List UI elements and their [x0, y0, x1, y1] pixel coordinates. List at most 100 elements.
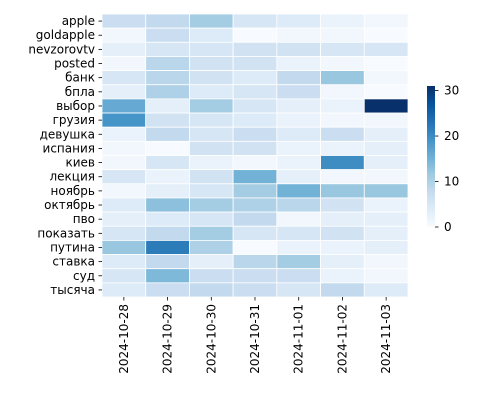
y-tick-label: показать	[37, 226, 95, 240]
heatmap-cell	[145, 183, 190, 199]
heatmap-cell	[363, 70, 409, 86]
heatmap-cell	[320, 98, 365, 114]
heatmap-cell	[145, 112, 190, 128]
heatmap-cell	[276, 239, 321, 255]
heatmap-cell	[189, 268, 234, 284]
heatmap-cell	[320, 282, 365, 298]
heatmap-cell	[101, 98, 147, 114]
heatmap-cell	[101, 27, 147, 43]
heatmap-cell	[363, 84, 409, 100]
heatmap-cell	[320, 254, 365, 270]
heatmap-cell	[145, 197, 190, 213]
heatmap-cell	[320, 169, 365, 185]
x-tick-label: 2024-11-02	[335, 304, 349, 374]
heatmap-cell	[320, 211, 365, 227]
heatmap-cell	[320, 84, 365, 100]
heatmap-cell	[232, 98, 278, 114]
heatmap-cell	[320, 70, 365, 86]
heatmap-cell	[101, 268, 147, 284]
heatmap-cell	[189, 126, 234, 142]
heatmap-cell	[232, 140, 278, 156]
heatmap-cell	[145, 13, 190, 29]
colorbar-tick-label: 30	[444, 84, 459, 98]
heatmap-cell	[363, 155, 409, 171]
heatmap-cell	[232, 112, 278, 128]
x-tick-label: 2024-10-29	[161, 304, 175, 374]
heatmap-cell	[189, 140, 234, 156]
heatmap-cell	[101, 56, 147, 72]
heatmap-cell	[320, 239, 365, 255]
heatmap-cell	[320, 155, 365, 171]
heatmap-cell	[145, 169, 190, 185]
heatmap-cell	[320, 56, 365, 72]
y-axis-labels: applegoldapplenevzorovtvpostedбанкбплавы…	[28, 14, 102, 297]
heatmap-cell	[101, 239, 147, 255]
y-tick-label: бпла	[65, 85, 95, 99]
heatmap-cell	[101, 41, 147, 57]
heatmap-cell	[276, 56, 321, 72]
heatmap-cell	[232, 254, 278, 270]
heatmap-cell	[232, 41, 278, 57]
heatmap-cell	[276, 183, 321, 199]
heatmap-cell	[276, 282, 321, 298]
heatmap-cell	[101, 211, 147, 227]
heatmap-cell	[276, 84, 321, 100]
colorbar-tick-label: 10	[444, 175, 459, 189]
heatmap-cell	[101, 225, 147, 241]
colorbar-tick-label: 0	[444, 220, 452, 234]
heatmap-cell	[276, 98, 321, 114]
y-tick-label: банк	[65, 71, 95, 85]
heatmap-cell	[145, 225, 190, 241]
heatmap-cell	[276, 126, 321, 142]
heatmap-cell	[320, 197, 365, 213]
heatmap-cell	[276, 268, 321, 284]
heatmap-cell	[232, 27, 278, 43]
x-tick-label: 2024-11-03	[379, 304, 393, 374]
heatmap-cell	[320, 225, 365, 241]
heatmap-cell	[363, 282, 409, 298]
heatmap-cell	[320, 140, 365, 156]
heatmap-cell	[320, 41, 365, 57]
x-tick-label: 2024-10-30	[204, 304, 218, 374]
heatmap-cell	[320, 13, 365, 29]
y-tick-label: испания	[43, 141, 95, 155]
heatmap-cell	[189, 169, 234, 185]
heatmap-cell	[276, 112, 321, 128]
heatmap-cell	[101, 84, 147, 100]
x-tick-label: 2024-10-31	[248, 304, 262, 374]
y-tick-label: posted	[54, 57, 95, 71]
heatmap-cell	[276, 254, 321, 270]
heatmap-cell	[145, 41, 190, 57]
heatmap-cell	[232, 282, 278, 298]
heatmap-cell	[189, 70, 234, 86]
heatmap-cell	[232, 70, 278, 86]
heatmap-cell	[101, 70, 147, 86]
heatmap-cell	[276, 197, 321, 213]
heatmap-cell	[232, 225, 278, 241]
heatmap-cell	[276, 13, 321, 29]
heatmap-cell	[363, 27, 409, 43]
heatmap-cell	[101, 140, 147, 156]
heatmap-cell	[232, 84, 278, 100]
y-tick-label: тысяча	[50, 283, 95, 297]
heatmap-cell	[189, 112, 234, 128]
heatmap-cell	[145, 155, 190, 171]
y-tick-label: apple	[62, 14, 95, 28]
heatmap-cell	[320, 112, 365, 128]
heatmap-cell	[189, 225, 234, 241]
heatmap-cell	[232, 155, 278, 171]
heatmap-cell	[320, 268, 365, 284]
heatmap-cell	[189, 211, 234, 227]
heatmap-cell	[101, 282, 147, 298]
heatmap-cell	[145, 282, 190, 298]
heatmap-cell	[363, 126, 409, 142]
y-tick-label: ноябрь	[51, 184, 96, 198]
heatmap-cell	[101, 13, 147, 29]
heatmap-cell	[145, 27, 190, 43]
heatmap-cell	[189, 197, 234, 213]
y-tick-label: nevzorovtv	[28, 42, 95, 56]
heatmap-cell	[189, 13, 234, 29]
heatmap-cells	[101, 13, 409, 298]
y-tick-label: выбор	[56, 99, 95, 113]
